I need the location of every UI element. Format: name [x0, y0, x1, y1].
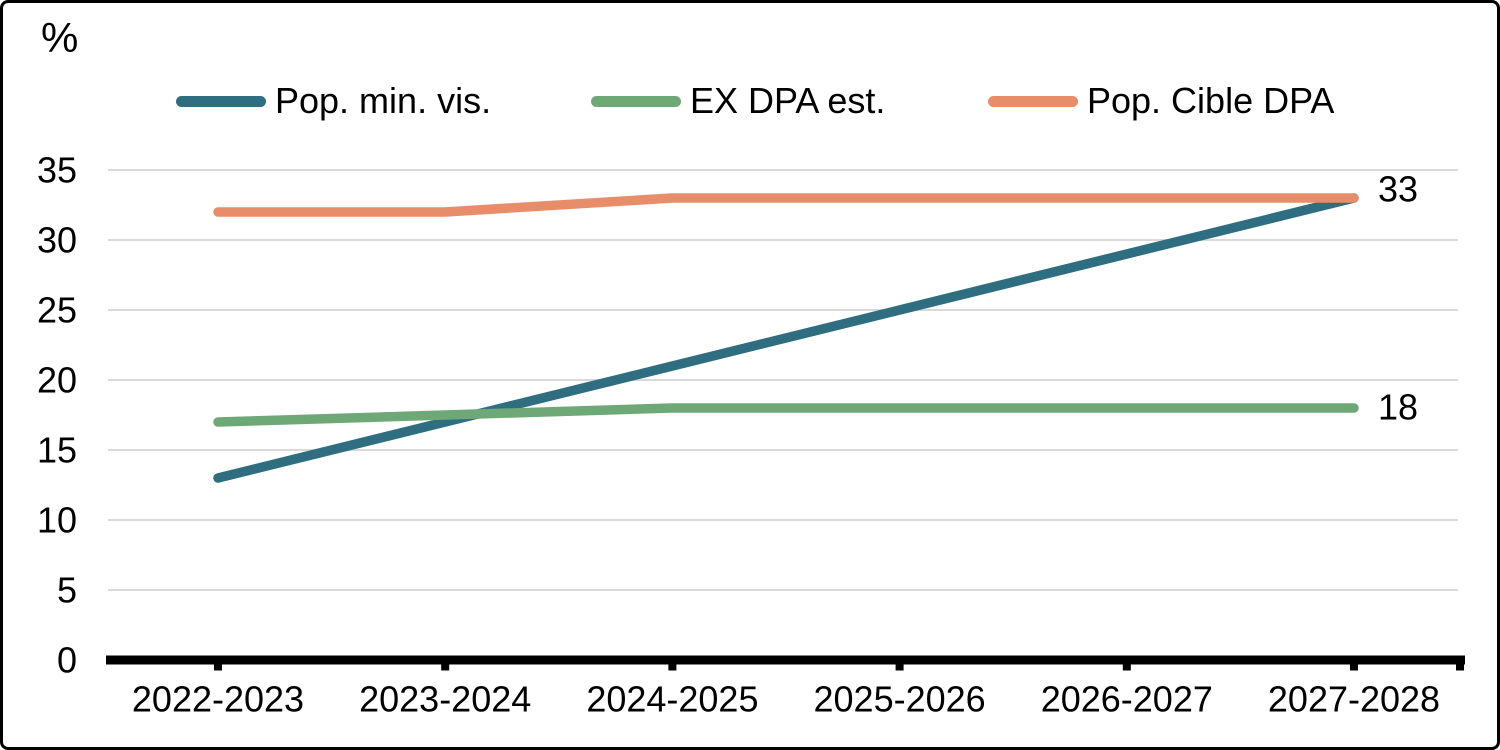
y-tick-label: 20 — [37, 360, 77, 401]
series-line-pop-min-vis — [213, 193, 1359, 483]
data-label: 18 — [1378, 387, 1418, 428]
x-tick-label: 2026-2027 — [1041, 679, 1213, 720]
x-tick-label: 2024-2025 — [586, 679, 758, 720]
legend-label: EX DPA est. — [690, 80, 886, 121]
x-axis-tick — [1456, 664, 1464, 671]
x-axis-tick — [668, 664, 677, 671]
x-tick-label: 2022-2023 — [132, 679, 304, 720]
legend-swatch-icon — [176, 95, 266, 107]
x-axis — [106, 655, 1465, 665]
x-axis-tick — [214, 664, 222, 671]
legend-item-pop-min-vis: Pop. min. vis. — [176, 81, 491, 121]
legend-label: Pop. Cible DPA — [1087, 80, 1335, 121]
x-axis-tick — [1122, 664, 1131, 671]
line-chart: 0 5 10 15 20 25 30 35 2022-2023 2023-2024 2024-202… — [37, 150, 1465, 720]
y-tick-label: 10 — [37, 500, 77, 541]
y-axis-unit-label: % — [41, 14, 79, 61]
x-axis-tick — [441, 664, 450, 671]
y-tick-label: 35 — [37, 150, 77, 191]
x-axis-tick — [1350, 664, 1358, 671]
y-tick-label: 15 — [37, 430, 77, 471]
x-tick-label: 2027-2028 — [1268, 679, 1440, 720]
x-tick-label: 2025-2026 — [814, 679, 986, 720]
y-tick-label: 5 — [57, 570, 77, 611]
x-tick-label: 2023-2024 — [359, 679, 531, 720]
data-label: 33 — [1378, 169, 1418, 210]
legend-item-ex-dpa-est: EX DPA est. — [591, 81, 885, 121]
series-line-pop-cible-dpa — [213, 193, 1359, 217]
y-tick-label: 25 — [37, 290, 77, 331]
x-axis-tick — [895, 664, 904, 671]
legend-item-pop-cible-dpa: Pop. Cible DPA — [988, 81, 1334, 121]
legend-swatch-icon — [988, 95, 1078, 107]
y-tick-label: 30 — [37, 220, 77, 261]
series-line-ex-dpa-est — [213, 403, 1359, 427]
legend-swatch-icon — [591, 95, 681, 107]
legend-label: Pop. min. vis. — [275, 80, 492, 121]
y-tick-label: 0 — [57, 640, 77, 681]
